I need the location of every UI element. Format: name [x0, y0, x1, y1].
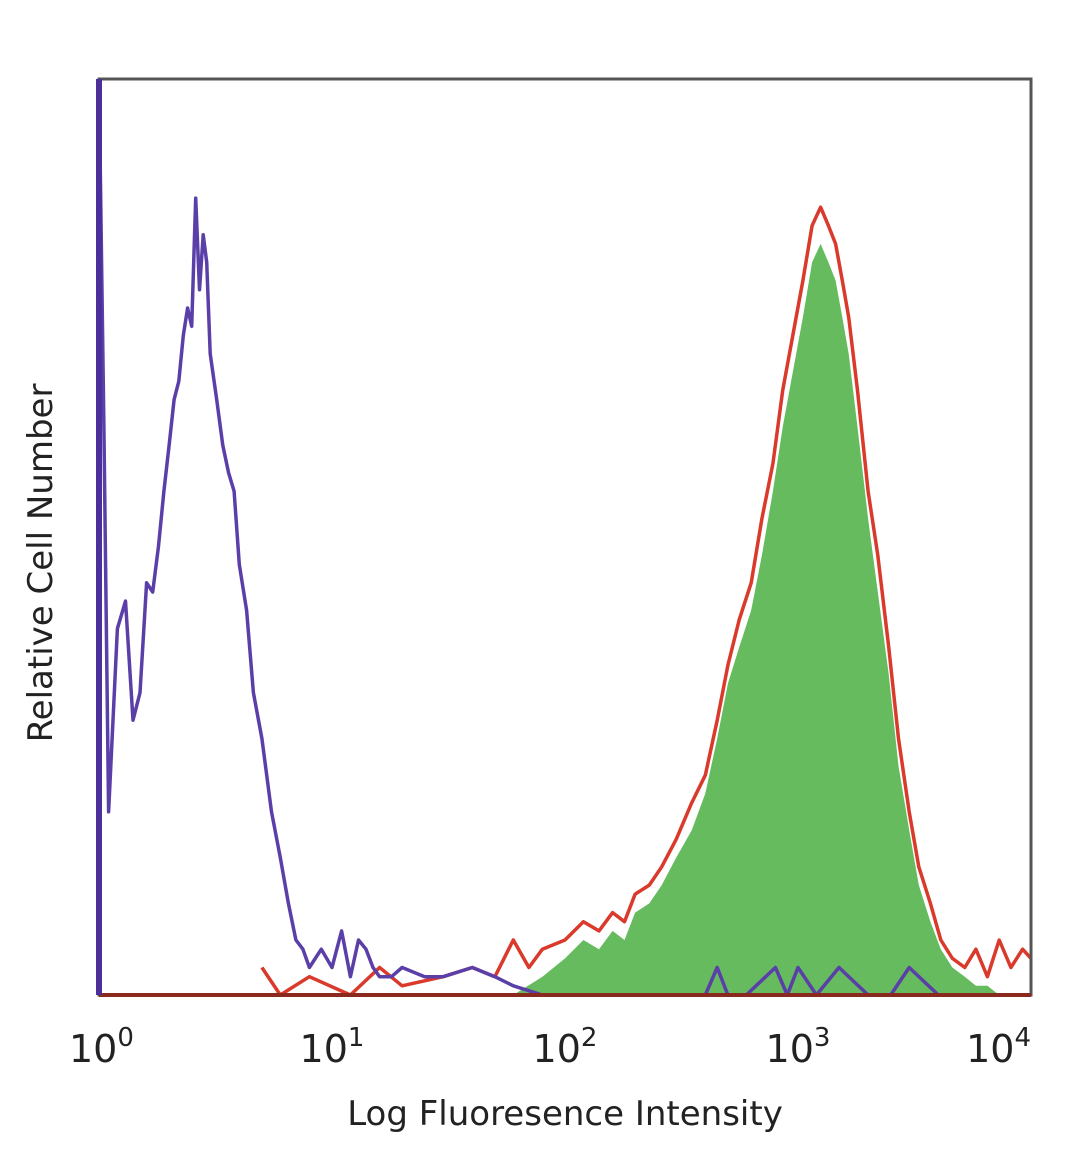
x-tick-label-10000: 104: [966, 1023, 1031, 1071]
x-tick-label-10: 101: [300, 1023, 365, 1071]
histogram-series-2: [260, 205, 1033, 997]
plot-area: [97, 78, 1033, 997]
x-axis-label: Log Fluoresence Intensity: [347, 1094, 783, 1134]
histogram-series-1: [513, 243, 1031, 995]
x-tick-label-100: 102: [533, 1023, 598, 1071]
y-axis-label: Relative Cell Number: [21, 384, 61, 743]
histogram-series-3: [97, 78, 1031, 997]
x-tick-labels: 100 101 102 103 104: [69, 1023, 1031, 1071]
x-tick-label-1000: 103: [766, 1023, 831, 1071]
x-tick-label-1: 100: [69, 1023, 134, 1071]
